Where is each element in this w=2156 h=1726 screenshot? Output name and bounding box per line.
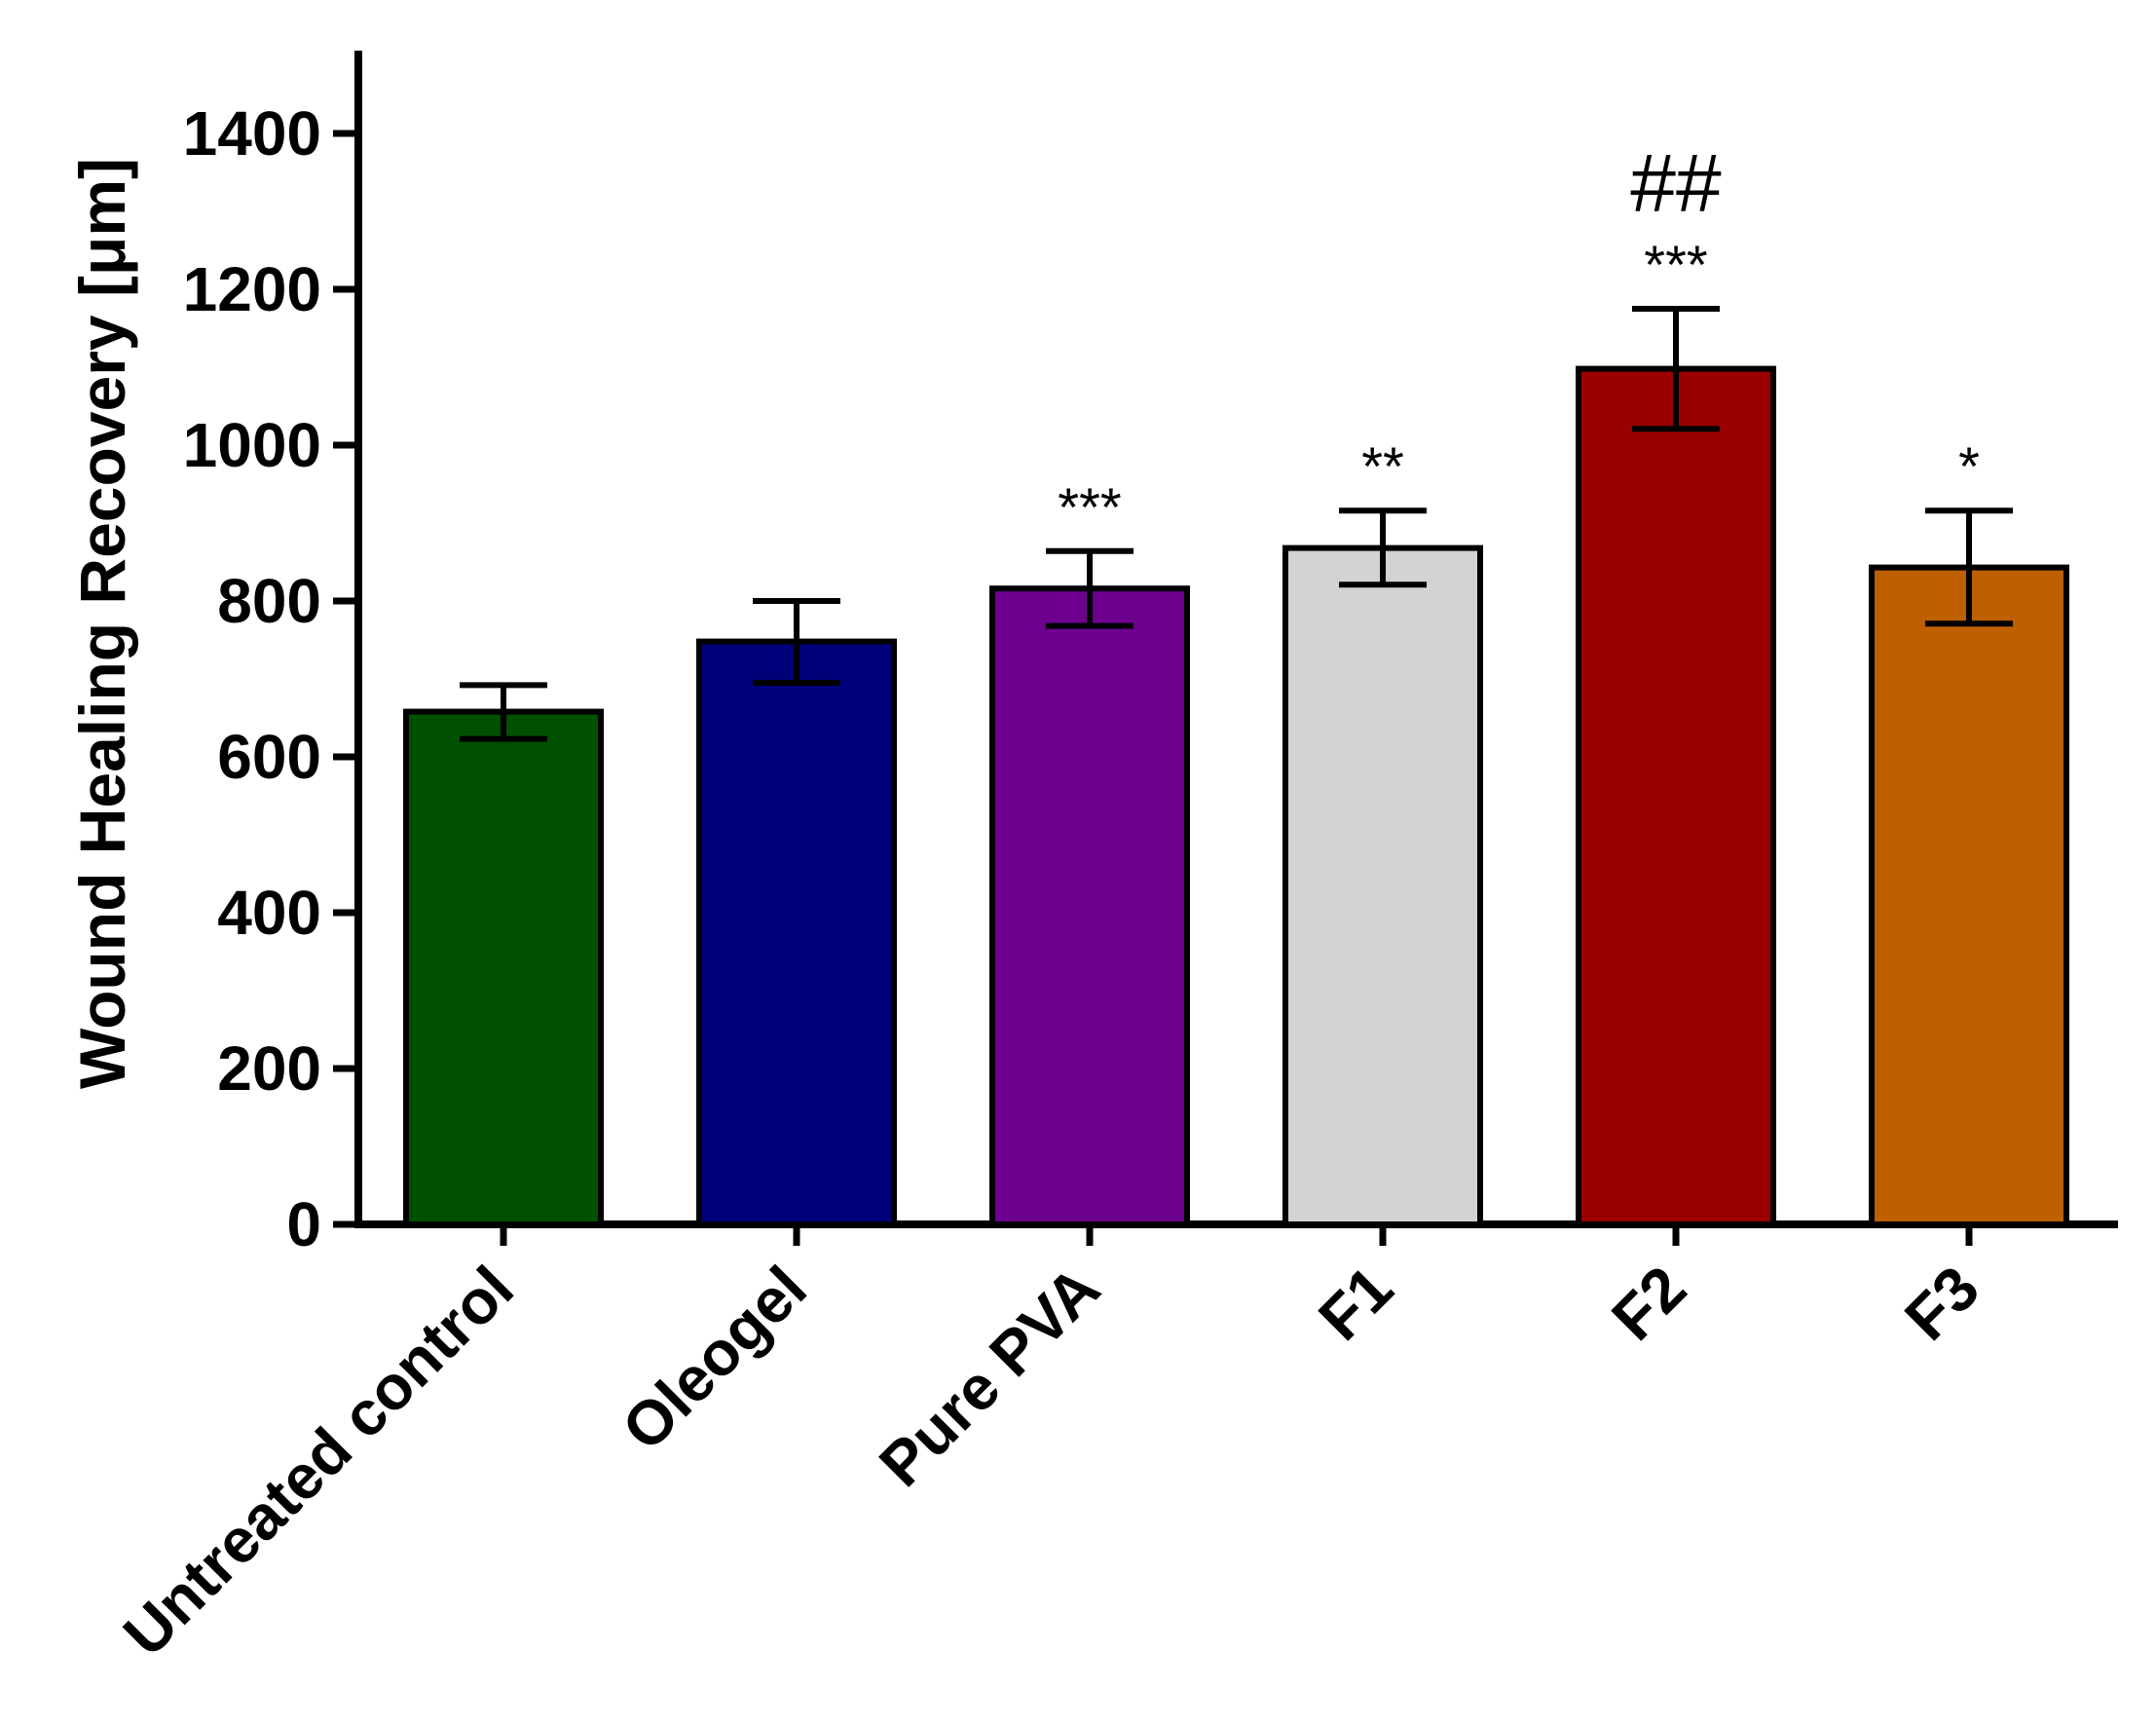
y-tick-label: 0 [286, 1189, 321, 1259]
bars [403, 365, 2069, 1228]
x-tick-label: Oleogel [609, 1253, 820, 1464]
significance-label: ** [1361, 435, 1404, 497]
x-tick-label: F3 [1891, 1253, 1992, 1354]
error-bars [460, 306, 2013, 742]
significance-label: *** [1644, 234, 1707, 295]
bar [403, 708, 604, 1227]
y-tick-label: 400 [217, 878, 321, 948]
x-tick-label: F1 [1305, 1253, 1406, 1354]
y-axis-title: Wound Healing Recovery [μm] [66, 158, 138, 1089]
bar [989, 585, 1190, 1227]
significance-hash-label: ## [1630, 137, 1722, 229]
y-tick-label: 1000 [183, 410, 321, 480]
axes [333, 51, 2118, 1246]
significance-label: * [1958, 435, 1980, 497]
y-tick-label: 1400 [183, 98, 321, 169]
significance-label: *** [1058, 476, 1121, 538]
y-tick-label: 800 [217, 566, 321, 636]
bar [1576, 365, 1776, 1228]
y-tick-label: 600 [217, 722, 321, 792]
x-tick-label: Pure PVA [866, 1253, 1113, 1500]
x-tick-label: Untreated control [110, 1253, 527, 1670]
bar [1282, 544, 1483, 1227]
x-tick-label: F2 [1598, 1253, 1699, 1354]
bar [1869, 564, 2069, 1227]
bar [696, 638, 897, 1227]
y-tick-label: 1200 [183, 254, 321, 324]
y-tick-label: 200 [217, 1033, 321, 1104]
